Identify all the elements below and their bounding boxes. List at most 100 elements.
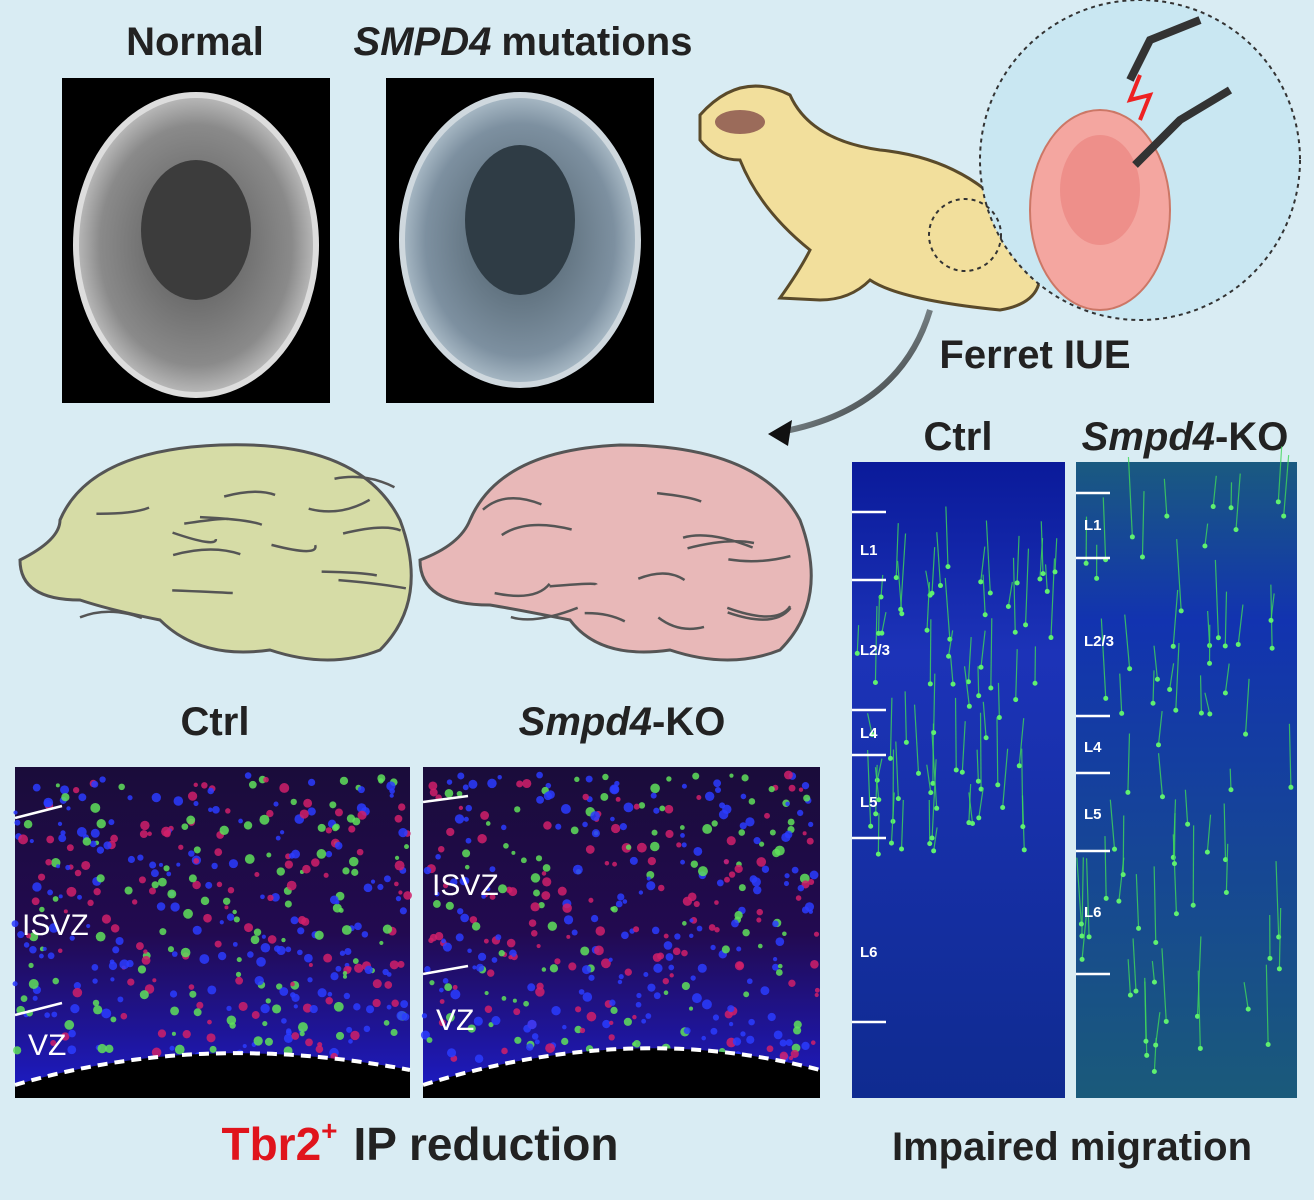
cell <box>465 804 473 812</box>
cell <box>801 1041 810 1051</box>
cell <box>188 874 197 883</box>
cell <box>590 914 599 923</box>
cell <box>127 855 135 864</box>
neurite <box>990 618 993 688</box>
neurite <box>1157 753 1164 797</box>
neurite <box>1127 456 1133 537</box>
cell <box>791 866 799 874</box>
cell <box>18 834 29 845</box>
cell <box>233 916 240 923</box>
neuron <box>1143 1038 1149 1044</box>
cell <box>633 803 640 810</box>
cell <box>441 938 446 944</box>
gyrus <box>342 526 402 535</box>
cell <box>487 778 497 789</box>
cell <box>759 841 765 847</box>
cell <box>549 964 559 973</box>
cell <box>293 1004 298 1009</box>
brain-ctrl <box>18 443 413 662</box>
cell <box>242 1043 247 1049</box>
neurite <box>1109 799 1116 850</box>
cell <box>55 783 60 788</box>
cell <box>487 969 495 977</box>
neurite <box>931 730 938 809</box>
cell <box>650 783 660 794</box>
neurite <box>1015 649 1018 700</box>
cell <box>641 1018 647 1024</box>
cell <box>516 780 524 788</box>
cell <box>542 877 552 887</box>
cell <box>207 1019 212 1025</box>
gyrus <box>482 496 542 511</box>
cell <box>397 960 405 968</box>
cell <box>433 900 441 908</box>
neuron <box>976 693 982 699</box>
zone-line <box>422 964 469 976</box>
neuron <box>1190 902 1196 908</box>
neurite <box>929 619 932 684</box>
label: Normal <box>126 20 264 64</box>
cell <box>60 830 66 836</box>
zone-label: VZ <box>28 1029 66 1062</box>
cell <box>348 825 356 833</box>
cell <box>680 832 685 838</box>
cell <box>740 1031 746 1037</box>
neuron <box>1267 955 1273 961</box>
neurite <box>1275 861 1280 938</box>
cell <box>61 793 70 802</box>
neurite <box>1144 977 1147 1042</box>
cell <box>401 1013 410 1021</box>
neuron <box>1243 731 1249 737</box>
neuron <box>927 841 933 847</box>
cell <box>768 786 775 793</box>
cell <box>646 876 651 881</box>
cell <box>563 915 574 925</box>
cell <box>666 776 672 782</box>
cell <box>653 992 661 1000</box>
neurite <box>936 532 942 586</box>
electrode <box>1126 16 1202 82</box>
neuron <box>1171 861 1177 867</box>
cell <box>91 780 99 788</box>
cell <box>473 1016 483 1026</box>
cell <box>110 1016 117 1023</box>
cell <box>503 843 509 849</box>
cell <box>489 866 496 873</box>
neuron <box>1233 527 1239 533</box>
gyrus <box>321 570 378 577</box>
cell <box>787 818 795 826</box>
cell <box>710 944 716 951</box>
neurite <box>866 713 873 735</box>
neurite <box>1225 843 1229 893</box>
cell <box>66 844 74 852</box>
neuron <box>931 848 937 854</box>
cell <box>471 922 481 931</box>
cell <box>156 902 166 911</box>
cell <box>588 897 594 903</box>
cell <box>446 1013 455 1022</box>
cell <box>455 933 464 942</box>
cell <box>554 958 561 965</box>
neurite <box>1172 589 1179 647</box>
neurite <box>1044 564 1048 592</box>
cell <box>74 869 82 877</box>
cell <box>772 963 779 971</box>
cell <box>756 908 763 916</box>
cell <box>474 1054 484 1064</box>
cell <box>157 1029 167 1038</box>
cell <box>633 926 640 933</box>
cell <box>363 883 373 893</box>
cell <box>439 999 445 1004</box>
cell <box>742 928 750 937</box>
cell <box>96 819 106 829</box>
cell <box>445 901 454 910</box>
neuron <box>953 767 959 773</box>
cell <box>809 870 819 880</box>
neuron <box>1265 1042 1271 1048</box>
cell <box>636 842 647 853</box>
neurite <box>1163 478 1168 517</box>
gyrus <box>657 616 705 631</box>
cell <box>683 1027 691 1035</box>
neuron <box>1155 742 1161 748</box>
cell <box>617 979 623 985</box>
